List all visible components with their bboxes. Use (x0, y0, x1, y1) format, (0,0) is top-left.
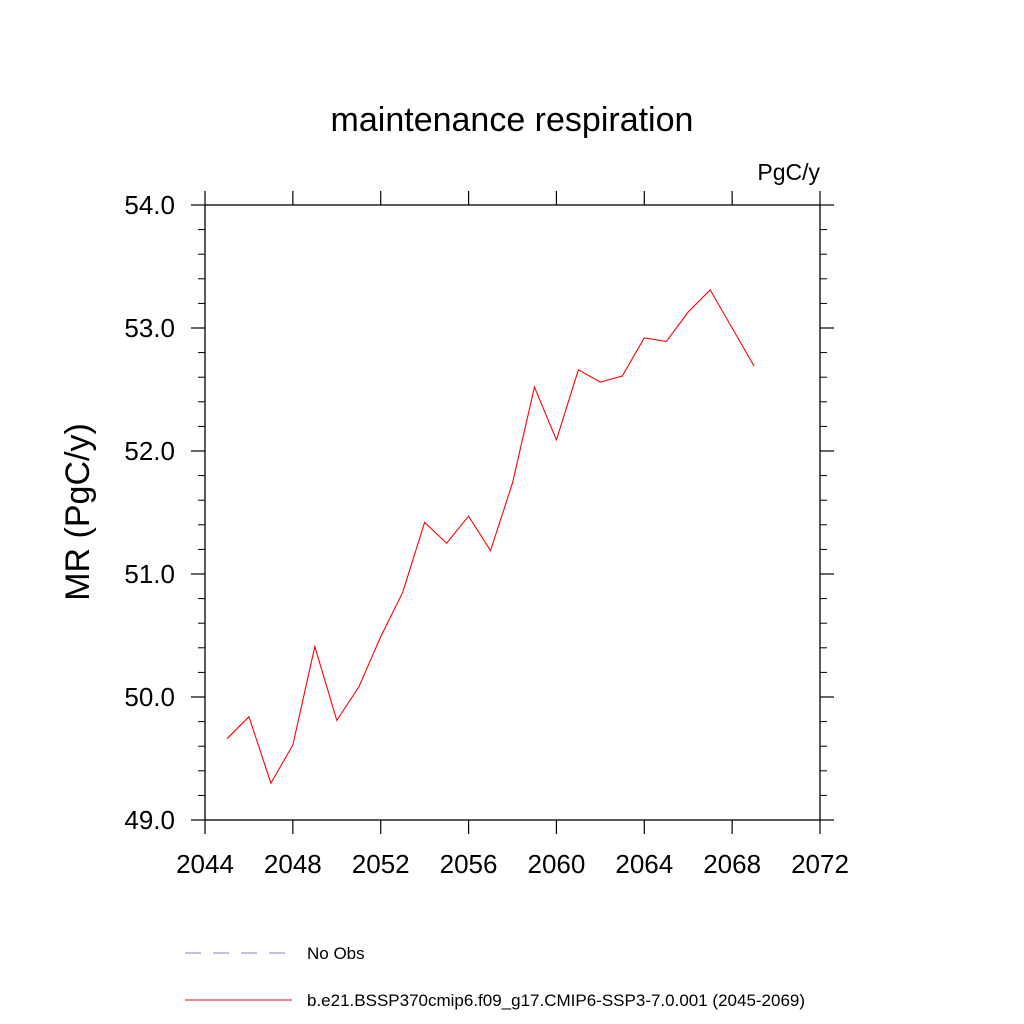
x-tick-label: 2060 (528, 849, 586, 879)
x-tick-label: 2056 (440, 849, 498, 879)
y-tick-label: 54.0 (124, 190, 175, 220)
chart-title: maintenance respiration (331, 101, 694, 139)
units-label: PgC/y (757, 159, 820, 185)
x-tick-label: 2048 (264, 849, 322, 879)
x-tick-label: 2052 (352, 849, 410, 879)
y-tick-label: 52.0 (124, 436, 175, 466)
legend-label-model-run: b.e21.BSSP370cmip6.f09_g17.CMIP6-SSP3-7.… (307, 991, 805, 1010)
series-layer (226, 288, 755, 785)
y-tick-label: 53.0 (124, 313, 175, 343)
plot-frame (204, 204, 821, 821)
legend-label-no-obs: No Obs (307, 944, 365, 963)
series-line (226, 288, 755, 785)
y-tick-label: 51.0 (124, 559, 175, 589)
legend: No Obs b.e21.BSSP370cmip6.f09_g17.CMIP6-… (185, 944, 805, 1010)
x-tick-label: 2064 (615, 849, 673, 879)
y-tick-label: 50.0 (124, 682, 175, 712)
x-tick-label: 2072 (791, 849, 849, 879)
y-axis-label: MR (PgC/y) (59, 423, 97, 601)
x-tick-label: 2044 (176, 849, 234, 879)
y-tick-label: 49.0 (124, 805, 175, 835)
axis-ticks: 2044 2048 2052 2056 2060 2064 2068 2072 49.0 50.0… (124, 190, 849, 879)
x-tick-label: 2068 (703, 849, 761, 879)
